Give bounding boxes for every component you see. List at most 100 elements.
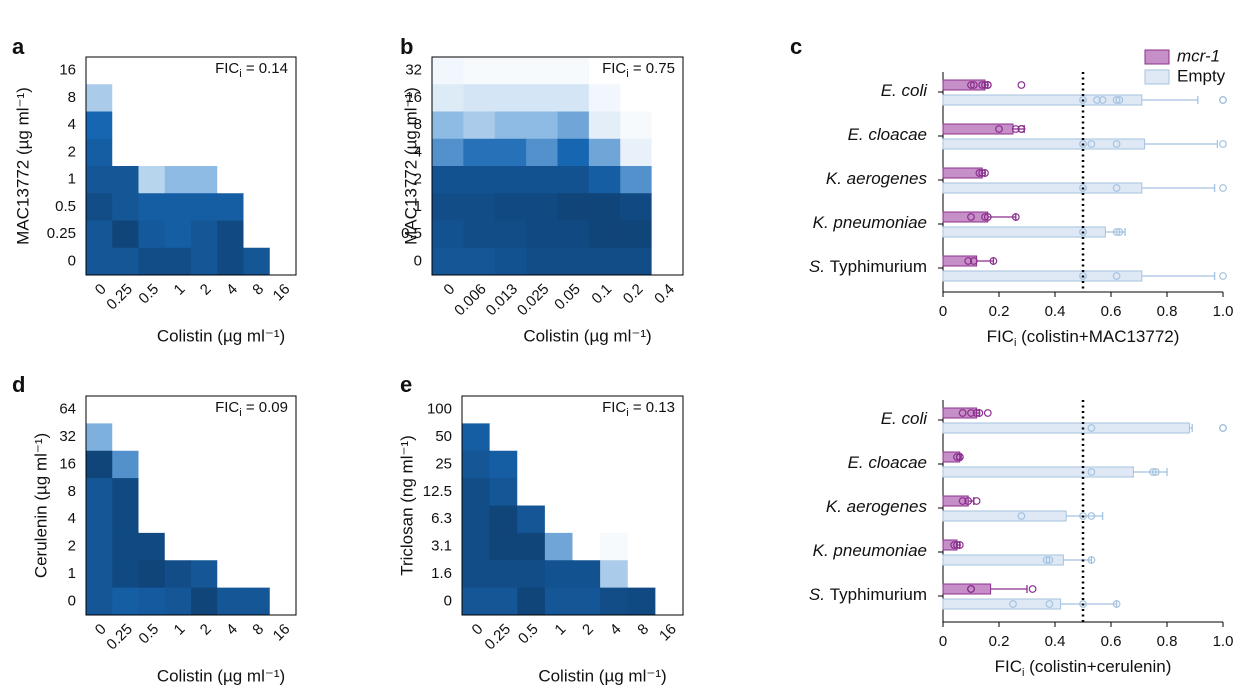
heatmap-cell	[217, 220, 244, 249]
heatmap-cell	[138, 84, 166, 112]
bar	[942, 211, 989, 223]
y-tick-label: 2	[414, 171, 422, 188]
heatmap-cell	[620, 166, 653, 194]
heatmap-cell	[588, 84, 621, 112]
x-tick-label: 0.013	[483, 281, 522, 320]
heatmap-cell	[138, 450, 166, 479]
x-tick-label: 0.05	[551, 281, 584, 314]
heatmap-cell	[112, 57, 139, 85]
replicate-point	[975, 409, 984, 417]
heatmap-cell	[191, 220, 218, 249]
y-tick-label: 1	[68, 565, 76, 582]
heatmap-cell	[243, 587, 271, 616]
fic-annotation-sub: i	[239, 407, 241, 419]
heatmap-cell	[269, 193, 297, 221]
fic-annotation: FICi = 0.13	[602, 399, 675, 419]
x-tick-label: 0.25	[481, 621, 514, 654]
category-word: E.	[881, 409, 902, 428]
heatmap-cell	[655, 423, 684, 452]
heatmap-cell	[269, 505, 297, 534]
heatmap-cell	[627, 450, 656, 479]
heatmap-cell	[572, 450, 601, 479]
heatmap-cell	[588, 166, 621, 194]
bar	[942, 598, 1062, 610]
heatmap-cell	[269, 560, 297, 589]
heatmap-cell	[112, 505, 139, 534]
category-label: K. aerogenes	[826, 497, 928, 516]
x-tick-label: 16	[270, 621, 294, 645]
plot-frame	[85, 395, 297, 616]
y-tick-label: 1	[68, 171, 76, 188]
heatmap-cell	[112, 166, 139, 194]
heatmap-cell	[243, 396, 271, 424]
heatmap-cell	[588, 220, 621, 249]
heatmap-cell	[217, 505, 244, 534]
x-tick-label: 4	[223, 621, 241, 639]
heatmap-cell	[462, 587, 491, 616]
category-word: E.	[848, 453, 869, 472]
y-tick-label: 8	[68, 483, 76, 500]
replicate-point	[967, 81, 975, 89]
heatmap-cell	[164, 587, 192, 616]
category-word: coli	[901, 409, 928, 428]
heatmap-cell	[651, 220, 684, 249]
heatmap-cell	[489, 560, 518, 589]
heatmap-cell	[112, 193, 139, 221]
heatmap-cell	[243, 423, 271, 452]
replicate-point	[1079, 228, 1087, 236]
heatmap-cell	[269, 587, 297, 616]
heatmap-cell	[651, 247, 684, 276]
replicate-point	[1079, 272, 1087, 280]
heatmap-cell	[517, 478, 546, 506]
fic-annotation-part: FIC	[215, 60, 239, 77]
heatmap-cell	[191, 450, 218, 479]
y-tick-label: 32	[59, 428, 76, 445]
heatmap-cell	[494, 111, 527, 140]
category-word: S.	[809, 257, 830, 276]
heatmap-cell	[269, 111, 297, 140]
heatmap-cell	[112, 84, 139, 112]
y-tick-label: 0.25	[47, 225, 76, 242]
replicate-point	[1112, 228, 1121, 236]
replicate-point	[1045, 600, 1054, 608]
heatmap-cell	[655, 396, 684, 424]
heatmap-cell	[588, 247, 621, 276]
heatmap-cell	[557, 84, 590, 112]
heatmap-cell	[269, 532, 297, 561]
fic-annotation: FICi = 0.75	[602, 60, 675, 80]
replicate-point	[981, 213, 989, 221]
fic-annotation-sub: i	[626, 68, 628, 80]
heatmap-cell	[544, 423, 573, 452]
replicate-point	[1112, 140, 1121, 148]
category-word: pneumoniae	[832, 213, 927, 232]
fic-annotation-part: = 0.14	[242, 60, 288, 77]
x-tick-label: 2	[579, 621, 597, 639]
heatmap-cell	[217, 396, 244, 424]
heatmap-cell	[651, 138, 684, 167]
category-label: S. Typhimurium	[809, 585, 927, 604]
heatmap-cell	[620, 111, 653, 140]
heatmap-cell	[627, 532, 656, 561]
heatmap-cell	[627, 505, 656, 534]
replicate-point	[1087, 424, 1096, 432]
heatmap-cell	[86, 478, 113, 506]
heatmap-cell	[557, 138, 590, 167]
replicate-point	[964, 257, 973, 265]
heatmap-cell	[463, 166, 496, 194]
heatmap-cell	[243, 532, 271, 561]
heatmap-cell	[544, 560, 573, 589]
bar	[942, 138, 1146, 150]
replicate-point	[1042, 556, 1051, 564]
x-tick-label: 1.0	[1213, 303, 1234, 320]
replicate-point	[1087, 512, 1096, 520]
heatmap-cell	[138, 532, 166, 561]
heatmap-cell	[432, 220, 464, 249]
heatmap-cell	[544, 396, 573, 424]
heatmap-cell	[164, 193, 192, 221]
category-label: K. aerogenes	[826, 169, 928, 188]
heatmap-cell	[191, 396, 218, 424]
heatmap-cell	[243, 111, 271, 140]
heatmap-cell	[269, 478, 297, 506]
category-word: S.	[809, 585, 830, 604]
heatmap-cell	[526, 220, 558, 249]
